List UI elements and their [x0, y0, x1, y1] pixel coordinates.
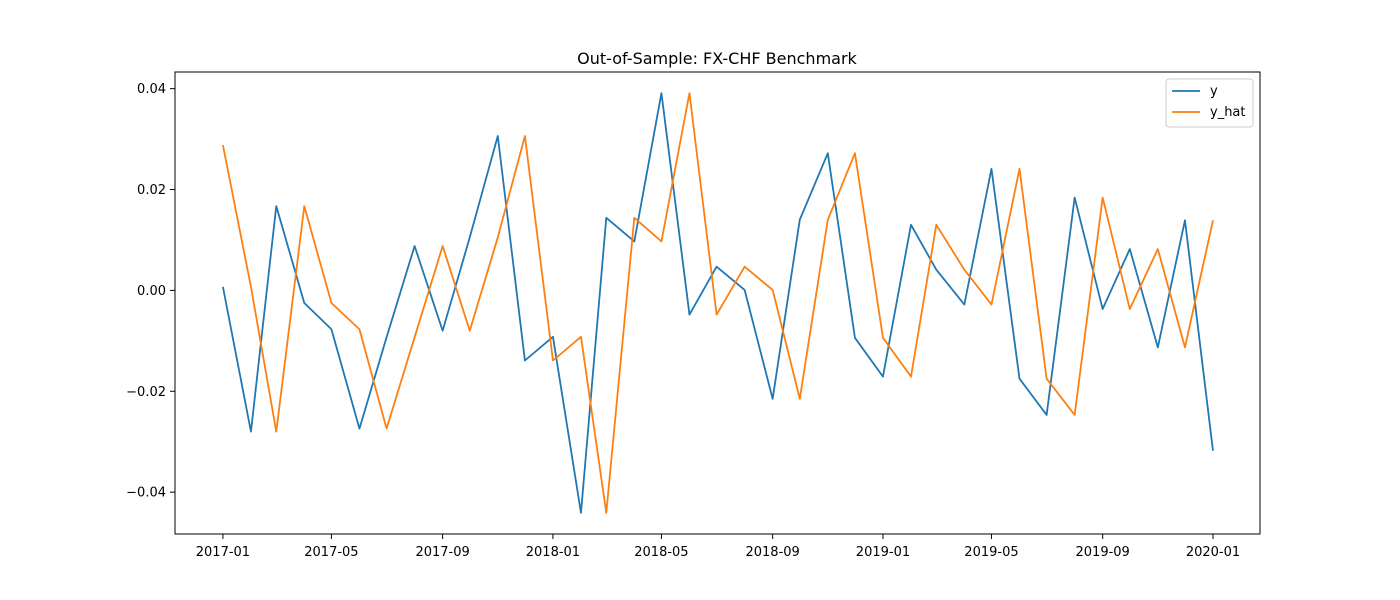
y-tick-label: 0.02 [137, 183, 166, 198]
y-tick-label: −0.02 [126, 385, 166, 400]
chart-title: Out-of-Sample: FX-CHF Benchmark [577, 49, 857, 68]
x-tick-label: 2019-01 [856, 545, 910, 560]
x-tick-label: 2019-05 [964, 545, 1018, 560]
plot-frame [174, 71, 1261, 535]
x-tick-label: 2018-01 [526, 545, 580, 560]
series-line-y-hat [222, 92, 1214, 514]
y-tick-label: −0.04 [126, 486, 166, 501]
y-tick-label: 0.00 [137, 284, 166, 299]
series-layer [222, 92, 1214, 514]
legend: y y_hat [1165, 78, 1254, 128]
plot-area [175, 72, 1260, 534]
x-tick-label: 2017-09 [415, 545, 469, 560]
y-tick-label: 0.04 [137, 82, 166, 97]
x-tick-label: 2017-05 [304, 545, 358, 560]
x-tick-label: 2018-05 [634, 545, 688, 560]
x-tick-label: 2018-09 [745, 545, 799, 560]
x-tick-label: 2020-01 [1186, 545, 1240, 560]
x-tick-label: 2019-09 [1076, 545, 1130, 560]
x-tick-label: 2017-01 [196, 545, 250, 560]
series-line-y [222, 92, 1214, 514]
axes-layer: 2017-01 2017-05 2017-09 2018-01 2018-05 2018-… [126, 82, 1240, 560]
legend-label-y: y [1210, 84, 1218, 99]
legend-label-y-hat: y_hat [1210, 105, 1246, 120]
